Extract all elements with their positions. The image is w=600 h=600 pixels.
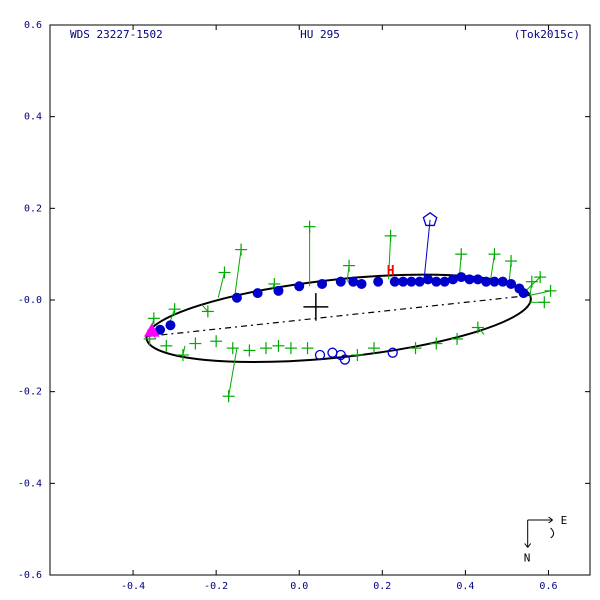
ytick-label: -0.6 xyxy=(18,570,42,581)
blue-point xyxy=(336,277,345,286)
blue-point xyxy=(507,279,516,288)
h-label: H xyxy=(387,264,395,279)
ytick-label: -0.4 xyxy=(18,478,42,489)
blue-point xyxy=(399,277,408,286)
ytick-label: -0.2 xyxy=(18,387,42,398)
blue-point xyxy=(232,293,241,302)
blue-point xyxy=(498,277,507,286)
orbit-plot: -0.4 -0.2 0.0 0.2 0.4 0.6 -0.6 -0.4 -0.2 -0.0 0.2 0… xyxy=(0,0,600,600)
ytick-label: 0.4 xyxy=(24,112,42,123)
title-left: WDS 23227-1502 xyxy=(70,28,163,41)
blue-point xyxy=(490,277,499,286)
blue-point xyxy=(482,277,491,286)
xtick-label: -0.2 xyxy=(204,581,228,592)
xtick-label: 0.6 xyxy=(539,581,557,592)
ytick-label: -0.0 xyxy=(18,295,42,306)
blue-point xyxy=(473,275,482,284)
blue-point xyxy=(295,282,304,291)
xtick-label: 0.4 xyxy=(456,581,474,592)
blue-point xyxy=(448,275,457,284)
xtick-label: 0.2 xyxy=(373,581,391,592)
title-center: HU 295 xyxy=(300,28,340,41)
blue-point xyxy=(374,277,383,286)
blue-point xyxy=(349,277,358,286)
compass-e-label: E xyxy=(561,514,568,527)
blue-point xyxy=(415,277,424,286)
blue-point xyxy=(274,286,283,295)
blue-point xyxy=(424,275,433,284)
blue-point xyxy=(457,273,466,282)
ytick-label: 0.6 xyxy=(24,20,42,31)
blue-point xyxy=(318,279,327,288)
xtick-label: -0.4 xyxy=(121,581,145,592)
blue-point xyxy=(432,277,441,286)
ytick-label: 0.2 xyxy=(24,203,42,214)
xtick-label: 0.0 xyxy=(290,581,308,592)
blue-point xyxy=(253,289,262,298)
blue-point xyxy=(440,277,449,286)
compass-n-label: N xyxy=(524,552,531,565)
title-right: (Tok2015c) xyxy=(514,28,580,41)
blue-point xyxy=(515,284,524,293)
blue-point xyxy=(357,279,366,288)
blue-point xyxy=(407,277,416,286)
blue-point xyxy=(166,321,175,330)
blue-point xyxy=(465,275,474,284)
